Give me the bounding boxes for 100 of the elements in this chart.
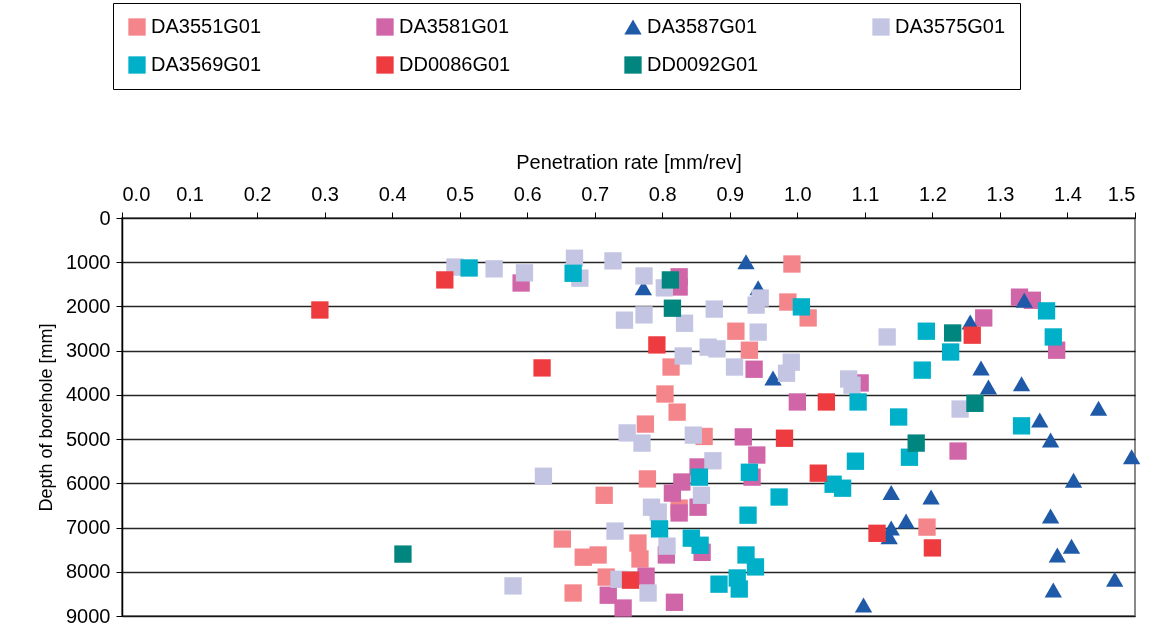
point <box>1041 432 1060 448</box>
y-tick-label: 2000 <box>66 294 111 317</box>
point <box>636 415 655 433</box>
x-tick-label: 0.8 <box>648 182 677 205</box>
x-tick-label: 0.5 <box>446 182 475 205</box>
point <box>843 376 861 394</box>
point <box>485 260 503 278</box>
point <box>614 599 632 617</box>
legend-label: DA3581G01 <box>399 15 510 37</box>
point <box>504 577 522 595</box>
point <box>868 524 886 542</box>
point <box>629 534 647 552</box>
point <box>783 255 801 273</box>
y-tick-label: 9000 <box>66 604 111 627</box>
point <box>674 347 692 365</box>
point <box>792 298 811 316</box>
point <box>684 426 702 444</box>
y-tick-label: 6000 <box>66 471 111 494</box>
point <box>975 309 993 327</box>
x-tick-label: 0.4 <box>378 182 407 205</box>
point <box>705 300 723 318</box>
point <box>878 328 896 346</box>
x-tick-label: 1.2 <box>918 182 947 205</box>
point <box>553 530 571 548</box>
point <box>564 584 582 602</box>
point <box>972 360 990 376</box>
point <box>740 341 759 359</box>
point <box>737 254 755 270</box>
point <box>604 252 622 270</box>
point <box>1048 547 1066 563</box>
point <box>708 340 726 358</box>
point <box>949 442 967 460</box>
x-tick-label: 0.1 <box>176 182 204 205</box>
point <box>1037 302 1056 320</box>
x-tick-label: 1.1 <box>851 182 880 205</box>
x-tick-label: 0.2 <box>243 182 272 205</box>
point <box>1031 412 1049 428</box>
point <box>725 358 744 376</box>
point <box>1012 376 1031 392</box>
point <box>615 311 634 329</box>
point <box>639 584 657 602</box>
point <box>606 522 624 540</box>
point <box>1044 582 1062 598</box>
point <box>966 394 984 412</box>
x-tick-label: 0.0 <box>122 182 151 205</box>
point <box>846 452 865 470</box>
point <box>854 597 873 613</box>
legend-label: DD0086G01 <box>399 53 511 75</box>
point <box>764 370 782 386</box>
point <box>311 301 329 319</box>
point <box>663 299 682 317</box>
legend-label: DD0092G01 <box>647 53 759 75</box>
point <box>394 545 412 563</box>
point <box>533 359 551 377</box>
x-tick-label: 0.9 <box>716 182 745 205</box>
point <box>918 518 936 536</box>
x-axis-title: Penetration rate [mm/rev] <box>516 150 742 173</box>
point <box>979 379 998 395</box>
point <box>618 424 636 442</box>
point <box>907 434 925 452</box>
point <box>692 486 711 504</box>
point <box>922 489 940 505</box>
point <box>889 408 908 426</box>
point <box>649 503 667 521</box>
point <box>897 513 915 529</box>
point <box>635 306 653 324</box>
point <box>1015 292 1033 308</box>
point <box>650 520 669 538</box>
point <box>917 322 935 340</box>
y-tick-label: 1000 <box>66 250 111 273</box>
x-tick-label: 1.3 <box>986 182 1015 205</box>
point <box>1106 571 1124 587</box>
point <box>1064 472 1083 488</box>
point <box>710 575 728 593</box>
point <box>691 536 709 554</box>
point <box>749 323 767 341</box>
point <box>748 446 766 464</box>
point <box>788 393 806 411</box>
point <box>436 271 454 289</box>
point <box>635 267 653 285</box>
point <box>621 571 640 589</box>
point <box>1089 400 1108 416</box>
y-tick-label: 4000 <box>66 383 111 406</box>
point <box>658 537 676 555</box>
legend-label: DA3551G01 <box>151 15 262 37</box>
point <box>1062 538 1081 554</box>
y-tick-label: 3000 <box>66 339 111 362</box>
x-tick-label: 1.5 <box>1107 182 1136 205</box>
point <box>746 558 765 576</box>
point <box>809 464 827 482</box>
y-tick-label: 0 <box>99 206 111 229</box>
point <box>534 467 553 485</box>
point <box>595 486 613 504</box>
point <box>670 504 688 522</box>
point <box>882 485 900 501</box>
x-tick-label: 1.4 <box>1054 182 1082 205</box>
point <box>745 360 763 378</box>
point <box>1012 417 1031 435</box>
point <box>740 463 759 481</box>
point <box>747 296 765 314</box>
